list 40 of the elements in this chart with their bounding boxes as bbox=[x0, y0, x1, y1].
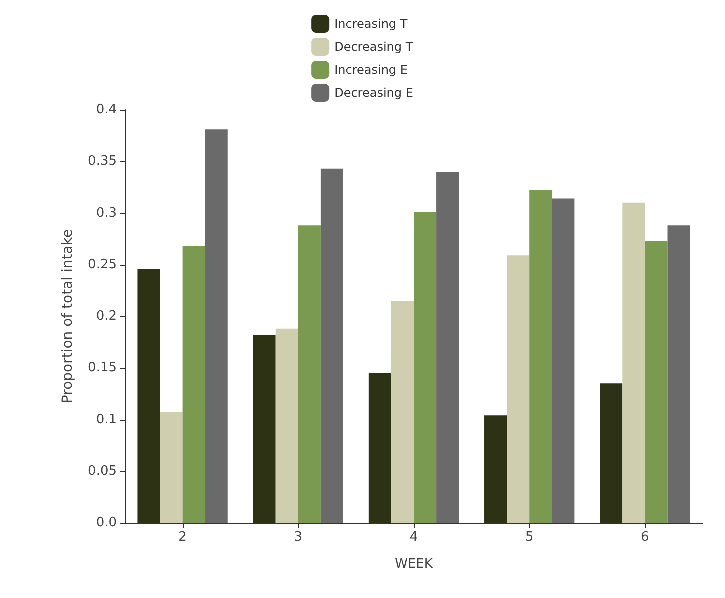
bar bbox=[138, 269, 160, 523]
y-tick-label: 0.25 bbox=[88, 257, 117, 272]
bar bbox=[484, 416, 508, 523]
bar bbox=[414, 212, 437, 523]
bar bbox=[436, 172, 460, 523]
bar bbox=[530, 190, 552, 523]
bar bbox=[507, 256, 530, 523]
y-tick-label: 0.15 bbox=[88, 360, 117, 376]
bar bbox=[552, 198, 575, 523]
x-axis-title: WEEK bbox=[395, 557, 434, 572]
y-tick-label: 0.3 bbox=[96, 206, 117, 221]
bar bbox=[160, 412, 183, 523]
bar bbox=[320, 168, 344, 523]
x-tick-label: 5 bbox=[525, 530, 534, 545]
y-tick-label: 0.0 bbox=[96, 516, 117, 530]
y-axis-title: Proportion of total intake bbox=[60, 229, 76, 404]
y-tick-label: 0.05 bbox=[88, 464, 117, 479]
x-tick-label: 3 bbox=[294, 530, 303, 545]
legend-label: Decreasing E bbox=[334, 86, 414, 100]
y-tick-label: 0.1 bbox=[96, 412, 117, 428]
bar bbox=[668, 226, 690, 523]
x-tick-label: 4 bbox=[410, 530, 418, 545]
x-tick-label: 2 bbox=[178, 530, 187, 545]
bar bbox=[645, 241, 668, 523]
bar bbox=[298, 226, 321, 523]
legend-label: Increasing T bbox=[334, 17, 408, 31]
y-tick-label: 0.4 bbox=[96, 102, 117, 118]
bar bbox=[368, 373, 392, 523]
bar bbox=[205, 130, 228, 523]
y-tick-label: 0.2 bbox=[96, 309, 117, 324]
bar bbox=[276, 328, 298, 523]
bar bbox=[253, 335, 276, 523]
bar bbox=[182, 246, 206, 523]
legend-label: Increasing E bbox=[334, 63, 408, 77]
y-tick-label: 0.35 bbox=[88, 154, 117, 170]
bar bbox=[622, 202, 646, 523]
legend-label: Decreasing T bbox=[334, 40, 414, 54]
x-tick-label: 6 bbox=[641, 530, 650, 545]
bar bbox=[600, 384, 623, 523]
bar bbox=[391, 301, 414, 523]
